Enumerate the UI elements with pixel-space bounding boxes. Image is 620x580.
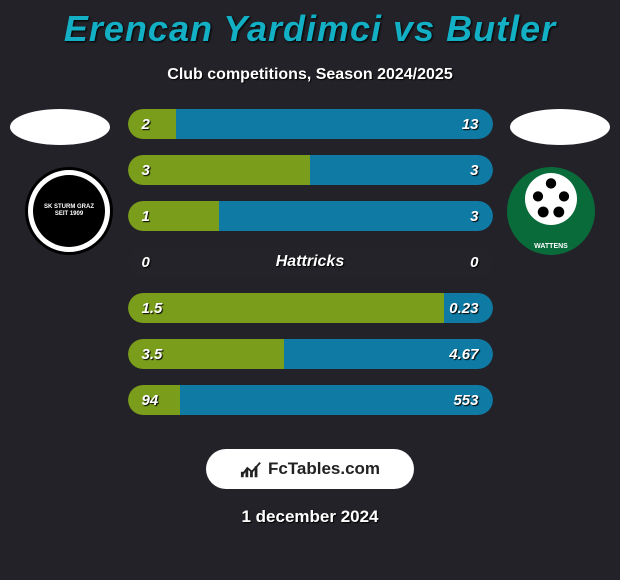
brand-badge: FcTables.com (206, 449, 414, 489)
club-left-badge: SK STURM GRAZ SEIT 1909 (33, 175, 105, 247)
fill-left (128, 155, 311, 185)
fill-right (176, 109, 492, 139)
stat-row: 33Goals (128, 155, 493, 185)
stats-table: 213Matches33Goals13Assists00Hattricks1.5… (128, 109, 493, 415)
club-left-text: SK STURM GRAZ SEIT 1909 (44, 204, 94, 218)
page-title: Erencan Yardimci vs Butler (0, 0, 620, 50)
stat-value-right: 0.23 (449, 300, 478, 317)
stat-value-right: 3 (470, 162, 478, 179)
stat-row: 0 0Hattricks (128, 247, 493, 277)
stat-value-left: 0 (142, 254, 150, 271)
stat-value-right: 13 (462, 116, 479, 133)
stat-value-right: 3 (470, 208, 478, 225)
football-icon (525, 173, 577, 225)
player-head-right (510, 109, 610, 145)
club-right-ball (525, 173, 577, 225)
stat-row: 1.50.23Goals per match (128, 293, 493, 323)
comparison-area: SK STURM GRAZ SEIT 1909 WATTENS 213Match… (0, 109, 620, 439)
club-right-banner: WATTENS (530, 242, 572, 251)
date-text: 1 december 2024 (0, 507, 620, 527)
stat-value-right: 0 (470, 254, 478, 271)
stat-value-right: 553 (453, 392, 478, 409)
stat-value-left: 1.5 (142, 300, 163, 317)
brand-text: FcTables.com (268, 459, 380, 479)
fill-right (310, 155, 493, 185)
stat-value-right: 4.67 (449, 346, 478, 363)
chart-icon (240, 460, 262, 478)
club-logo-left: SK STURM GRAZ SEIT 1909 (25, 167, 113, 255)
stat-value-left: 94 (142, 392, 159, 409)
club-logo-right: WATTENS (507, 167, 595, 255)
fill-left (128, 109, 177, 139)
stat-row: 94553Min per goal (128, 385, 493, 415)
stat-row: 13Assists (128, 201, 493, 231)
stat-row: 3.54.67Shots per goal (128, 339, 493, 369)
stat-label: Hattricks (128, 253, 493, 271)
fill-left (128, 293, 444, 323)
fill-right (219, 201, 493, 231)
stat-value-left: 3.5 (142, 346, 163, 363)
stat-value-left: 2 (142, 116, 150, 133)
player-head-left (10, 109, 110, 145)
stat-value-left: 3 (142, 162, 150, 179)
page-subtitle: Club competitions, Season 2024/2025 (0, 66, 620, 84)
stat-row: 213Matches (128, 109, 493, 139)
fill-right (180, 385, 492, 415)
stat-value-left: 1 (142, 208, 150, 225)
